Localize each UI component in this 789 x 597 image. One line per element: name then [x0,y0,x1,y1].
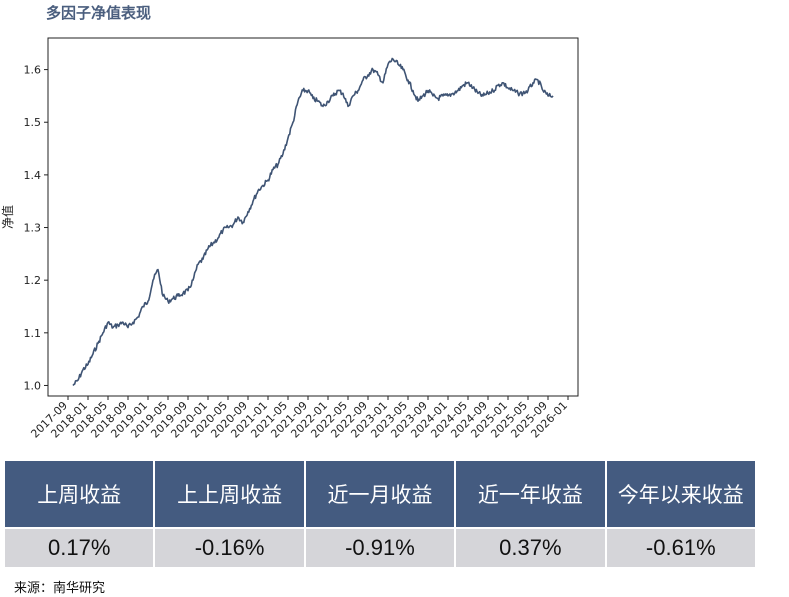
y-tick-label: 1.3 [24,222,42,235]
value-prev-week: -0.16% [153,527,306,569]
returns-table-header-row: 上周收益 上上周收益 近一月收益 近一年收益 今年以来收益 [2,459,758,529]
returns-table: 上周收益 上上周收益 近一月收益 近一年收益 今年以来收益 0.17% -0.1… [2,459,758,569]
nav-line-chart: 1.01.11.21.31.41.51.62017-092018-012018-… [0,37,579,441]
y-tick-label: 1.1 [24,327,42,340]
header-last-week: 上周收益 [2,459,156,529]
plot-frame [47,37,579,397]
nav-series-line [72,57,554,386]
value-last-month: -0.91% [303,527,457,569]
y-tick-label: 1.6 [24,64,42,77]
y-tick-label: 1.2 [24,274,42,287]
header-prev-week: 上上周收益 [153,459,306,529]
y-axis-label: 净值 [0,205,15,229]
header-last-year: 近一年收益 [454,459,607,529]
value-last-year: 0.37% [454,527,607,569]
y-tick-label: 1.5 [24,116,42,129]
value-ytd: -0.61% [604,527,758,569]
y-tick-label: 1.0 [24,379,42,392]
source-note: 来源：南华研究 [14,581,106,596]
chart-title: 多因子净值表现 [46,4,152,22]
header-last-month: 近一月收益 [303,459,457,529]
returns-table-value-row: 0.17% -0.16% -0.91% 0.37% -0.61% [2,527,758,569]
y-tick-label: 1.4 [24,169,42,182]
header-ytd: 今年以来收益 [604,459,758,529]
value-last-week: 0.17% [2,527,156,569]
